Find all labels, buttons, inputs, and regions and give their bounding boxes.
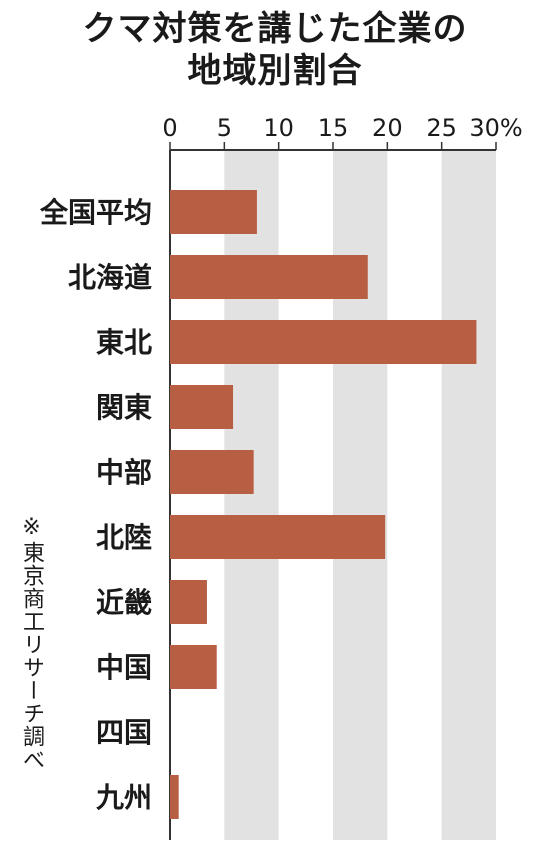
bar bbox=[170, 645, 217, 689]
grid-band bbox=[224, 150, 279, 840]
category-label: 四国 bbox=[96, 716, 152, 749]
bar bbox=[170, 385, 234, 429]
category-label: 東北 bbox=[96, 326, 152, 359]
bar bbox=[170, 515, 386, 559]
bar bbox=[170, 450, 254, 494]
category-label: 北海道 bbox=[68, 261, 152, 294]
grid-band bbox=[441, 150, 496, 840]
category-label: 中部 bbox=[96, 456, 152, 489]
grid-band bbox=[333, 150, 388, 840]
bar bbox=[170, 190, 257, 234]
x-tick-label: 5 bbox=[217, 114, 232, 142]
x-tick-label: 10 bbox=[263, 114, 294, 142]
category-label: 近畿 bbox=[96, 586, 152, 619]
category-label: 北陸 bbox=[96, 521, 152, 554]
x-tick-label: 15 bbox=[318, 114, 349, 142]
category-label: 全国平均 bbox=[39, 196, 152, 229]
category-label: 九州 bbox=[96, 781, 152, 814]
source-note: ※東京商工リサーチ調べ bbox=[19, 515, 44, 771]
bar bbox=[170, 320, 477, 364]
x-tick-label: 20 bbox=[372, 114, 403, 142]
bar bbox=[170, 580, 207, 624]
category-label: 関東 bbox=[96, 391, 152, 424]
bar bbox=[170, 775, 179, 819]
chart-title: クマ対策を講じた企業の 地域別割合 bbox=[0, 8, 550, 92]
x-tick-label: 0 bbox=[162, 114, 177, 142]
title-line-1: クマ対策を講じた企業の bbox=[82, 9, 468, 49]
bar bbox=[170, 255, 368, 299]
x-tick-label: 30% bbox=[469, 114, 522, 142]
title-line-2: 地域別割合 bbox=[187, 51, 363, 91]
category-label: 中国 bbox=[96, 651, 152, 684]
x-tick-label: 25 bbox=[426, 114, 457, 142]
